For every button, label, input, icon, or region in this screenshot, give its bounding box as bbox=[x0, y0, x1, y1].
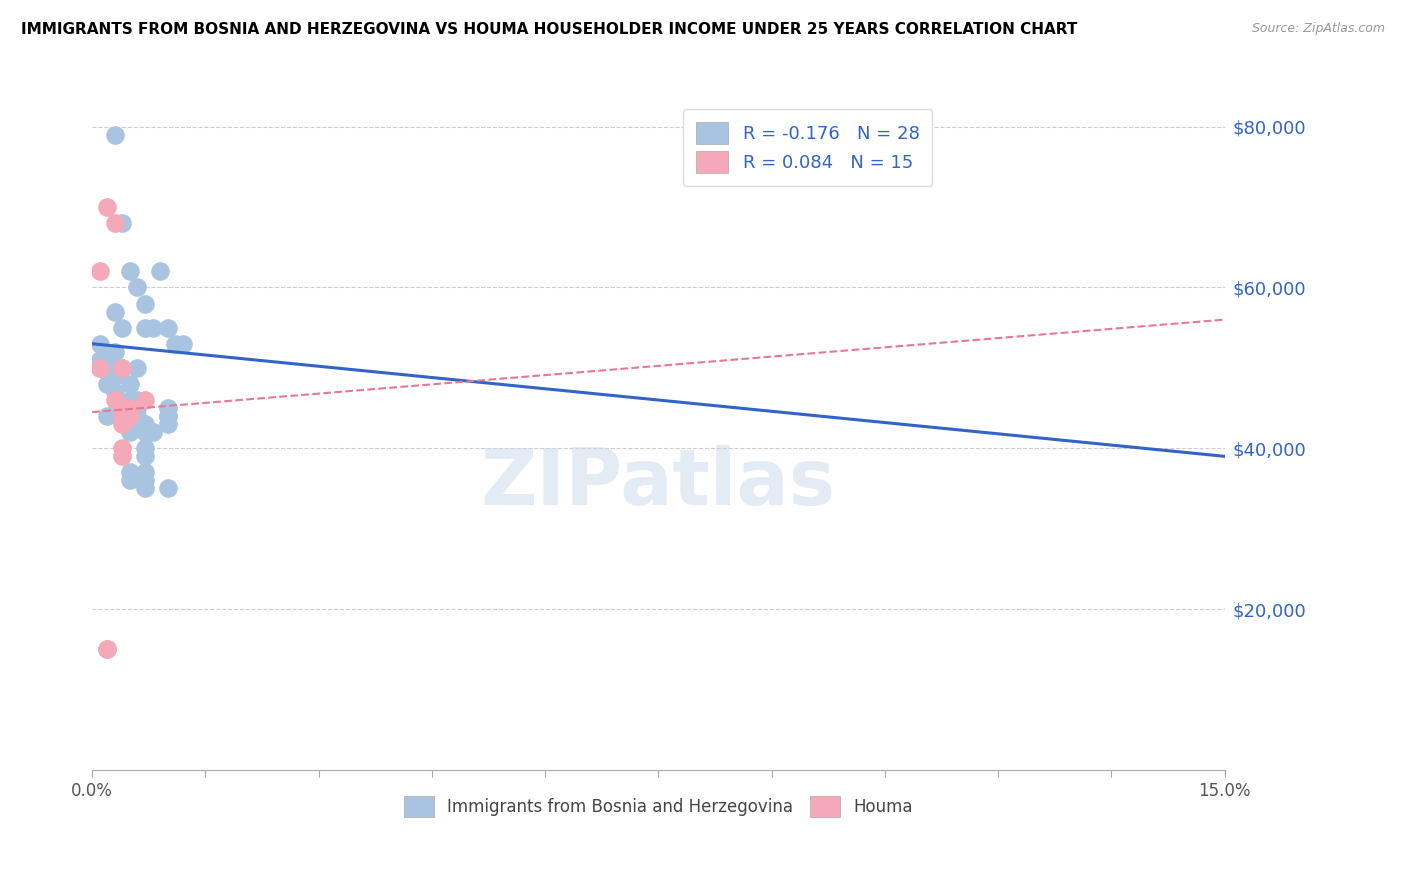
Point bbox=[118, 474, 141, 488]
Point bbox=[127, 409, 149, 423]
Point bbox=[96, 409, 118, 423]
Text: ZIPatlas: ZIPatlas bbox=[481, 445, 837, 521]
Point bbox=[111, 409, 134, 423]
Point bbox=[111, 360, 134, 375]
Point bbox=[165, 336, 187, 351]
Point bbox=[172, 336, 194, 351]
Text: Source: ZipAtlas.com: Source: ZipAtlas.com bbox=[1251, 22, 1385, 36]
Point bbox=[111, 360, 134, 375]
Point bbox=[127, 401, 149, 415]
Point bbox=[104, 384, 127, 399]
Point bbox=[118, 264, 141, 278]
Point bbox=[104, 128, 127, 142]
Point bbox=[111, 442, 134, 456]
Point bbox=[134, 482, 156, 496]
Point bbox=[111, 409, 134, 423]
Point bbox=[104, 304, 127, 318]
Point bbox=[156, 482, 179, 496]
Point bbox=[134, 425, 156, 440]
Legend: Immigrants from Bosnia and Herzegovina, Houma: Immigrants from Bosnia and Herzegovina, … bbox=[398, 789, 920, 823]
Point bbox=[156, 417, 179, 432]
Point bbox=[156, 401, 179, 415]
Point bbox=[134, 417, 156, 432]
Point bbox=[142, 320, 165, 334]
Point bbox=[118, 401, 141, 415]
Point bbox=[104, 344, 127, 359]
Point bbox=[89, 336, 111, 351]
Point bbox=[89, 360, 111, 375]
Point bbox=[111, 401, 134, 415]
Point bbox=[134, 320, 156, 334]
Point bbox=[111, 320, 134, 334]
Point bbox=[104, 392, 127, 407]
Point bbox=[111, 216, 134, 230]
Point bbox=[156, 320, 179, 334]
Point bbox=[118, 376, 141, 391]
Point bbox=[127, 360, 149, 375]
Point bbox=[134, 296, 156, 310]
Text: IMMIGRANTS FROM BOSNIA AND HERZEGOVINA VS HOUMA HOUSEHOLDER INCOME UNDER 25 YEAR: IMMIGRANTS FROM BOSNIA AND HERZEGOVINA V… bbox=[21, 22, 1077, 37]
Point bbox=[118, 425, 141, 440]
Point bbox=[156, 409, 179, 423]
Point bbox=[96, 642, 118, 657]
Point bbox=[96, 642, 118, 657]
Point bbox=[118, 466, 141, 480]
Point bbox=[127, 392, 149, 407]
Point bbox=[96, 352, 118, 367]
Point bbox=[96, 376, 118, 391]
Point bbox=[96, 200, 118, 214]
Point bbox=[111, 450, 134, 464]
Point bbox=[104, 216, 127, 230]
Point bbox=[111, 417, 134, 432]
Point bbox=[104, 368, 127, 383]
Point bbox=[89, 264, 111, 278]
Point bbox=[89, 352, 111, 367]
Point bbox=[149, 264, 172, 278]
Point bbox=[134, 474, 156, 488]
Point bbox=[134, 442, 156, 456]
Point bbox=[127, 280, 149, 294]
Point bbox=[156, 409, 179, 423]
Point bbox=[142, 425, 165, 440]
Point bbox=[118, 392, 141, 407]
Point bbox=[118, 409, 141, 423]
Point bbox=[89, 360, 111, 375]
Point bbox=[134, 466, 156, 480]
Point bbox=[134, 450, 156, 464]
Point bbox=[134, 392, 156, 407]
